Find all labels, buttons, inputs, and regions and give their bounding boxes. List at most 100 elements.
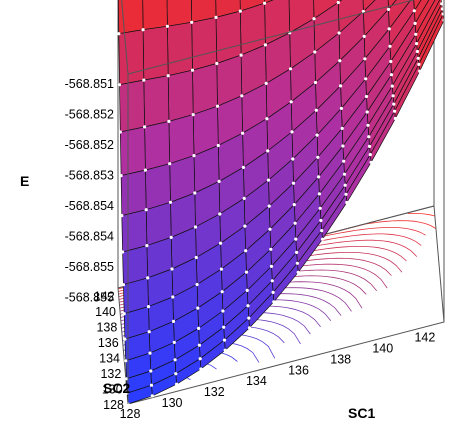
grid-point: [190, 20, 194, 24]
grid-point: [199, 367, 203, 371]
grid-point: [317, 192, 321, 196]
energy-surface: [117, 0, 446, 406]
x-tick-label: 142: [414, 331, 435, 345]
grid-point: [246, 304, 250, 308]
surface-patch: [167, 21, 193, 77]
y-tick-label: 130: [102, 383, 123, 397]
x-tick-label: 140: [372, 341, 393, 355]
z-tick-label: -568.852: [65, 138, 114, 152]
grid-point: [317, 175, 321, 179]
x-tick-label: 136: [288, 363, 309, 377]
grid-point: [319, 218, 323, 223]
grid-point: [313, 50, 317, 54]
grid-point: [120, 214, 124, 218]
grid-point: [170, 267, 174, 271]
y-tick-label: 138: [96, 321, 117, 335]
grid-point: [440, 7, 445, 11]
z-tick-label: -568.855: [65, 291, 114, 305]
grid-point: [145, 244, 149, 248]
grid-point: [247, 326, 252, 330]
grid-point: [167, 119, 171, 123]
grid-point: [320, 237, 325, 241]
grid-point: [418, 69, 422, 73]
floor-outline: [117, 205, 445, 405]
grid-point: [363, 57, 367, 61]
grid-point: [389, 73, 394, 77]
grid-point: [147, 330, 151, 334]
surface-patch: [119, 126, 146, 177]
surface-patch: [120, 169, 147, 217]
grid-point: [366, 123, 370, 127]
y-tick-label: 136: [98, 336, 119, 350]
grid-point: [143, 168, 147, 172]
x-tick-label: 128: [120, 407, 141, 421]
grid-point: [239, 53, 243, 57]
surface-patch: [145, 163, 171, 211]
grid-point: [387, 27, 391, 31]
grid-point: [296, 270, 300, 274]
grid-point: [290, 130, 294, 134]
grid-point: [368, 153, 372, 157]
surface-patch: [192, 63, 218, 116]
grid-point: [344, 192, 348, 196]
grid-point: [146, 276, 150, 280]
grid-point: [247, 316, 251, 320]
surface-patch: [168, 114, 195, 165]
grid-point: [267, 204, 271, 208]
grid-point: [143, 125, 147, 129]
grid-point: [168, 162, 172, 166]
grid-point: [295, 261, 299, 265]
grid-point: [214, 15, 218, 19]
grid-point: [175, 382, 179, 386]
grid-point: [316, 155, 320, 159]
z-tick-label: -568.851: [65, 77, 114, 91]
grid-point: [172, 340, 176, 344]
grid-point: [391, 94, 395, 98]
grid-point: [294, 237, 298, 241]
grid-point: [313, 80, 318, 85]
surface-patch: [118, 29, 145, 86]
grid-point: [144, 208, 148, 212]
grid-point: [146, 305, 151, 309]
grid-point: [272, 300, 276, 304]
grid-point: [243, 224, 247, 228]
x-tick-label: 138: [330, 352, 351, 366]
grid-point: [195, 282, 199, 287]
grid-point: [171, 295, 175, 299]
grid-point: [238, 9, 242, 13]
grid-point: [244, 249, 248, 253]
grid-point: [295, 250, 299, 254]
grid-point: [367, 135, 371, 139]
grid-point: [393, 109, 397, 113]
grid-point: [215, 104, 220, 108]
grid-point: [415, 42, 419, 46]
grid-point: [314, 108, 318, 112]
grid-point: [141, 28, 145, 32]
y-tick-label: 140: [95, 305, 116, 319]
grid-point: [240, 94, 244, 98]
grid-point: [414, 32, 418, 36]
grid-point: [365, 110, 369, 114]
grid-point: [289, 100, 293, 104]
grid-point: [242, 196, 246, 200]
y-tick-label: 134: [99, 352, 120, 366]
grid-point: [417, 62, 421, 66]
grid-point: [197, 343, 201, 347]
x-tick-label: 134: [246, 374, 267, 388]
surface-patch: [166, 0, 193, 27]
grid-point: [369, 160, 373, 164]
grid-point: [364, 94, 369, 99]
grid-point: [171, 319, 176, 323]
grid-point: [124, 377, 129, 381]
grid-point: [263, 1, 267, 5]
grid-point: [220, 290, 224, 294]
surface-patch: [121, 209, 148, 253]
grid-point: [241, 131, 245, 135]
grid-point: [191, 113, 195, 117]
grid-point: [268, 227, 272, 231]
grid-point: [196, 306, 200, 310]
z-tick-label: -568.854: [65, 230, 114, 244]
grid-point: [174, 372, 178, 376]
grid-point: [416, 56, 420, 60]
